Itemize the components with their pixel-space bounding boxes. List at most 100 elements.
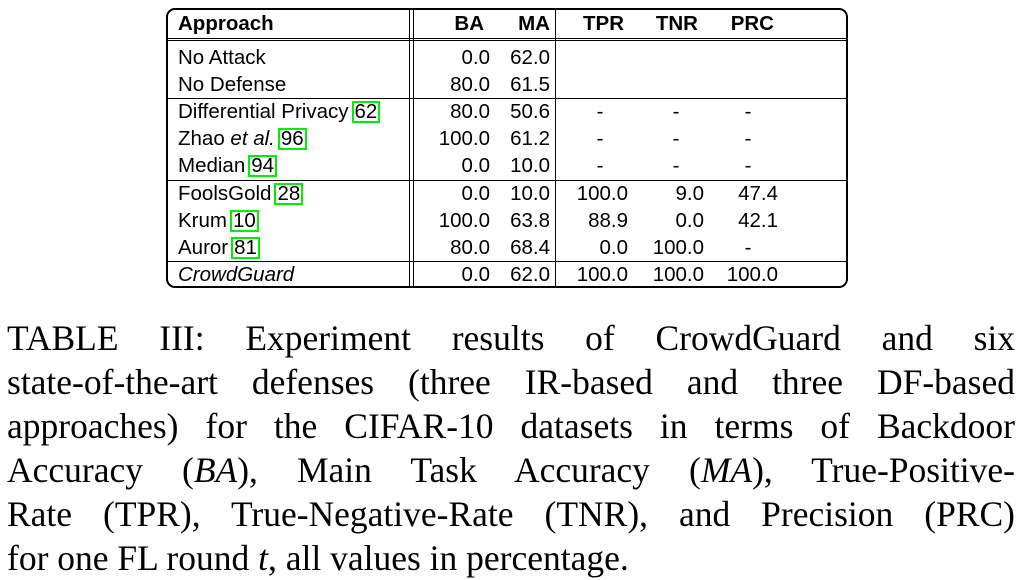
approach-name: No Attack	[178, 46, 266, 69]
ba-value: 0.0	[461, 182, 491, 205]
table-row: No Defense 80.0 61.5	[168, 71, 846, 98]
math-t: t	[258, 538, 268, 578]
header-row: Approach BA MA TPR TNR PRC	[168, 10, 846, 37]
table-row: Differential Privacy 62 80.0 50.6 - - -	[168, 98, 846, 125]
table-row: CrowdGuard 0.0 62.0 100.0 100.0 100.0	[168, 261, 846, 286]
table-row: Median 94 0.0 10.0 - - -	[168, 152, 846, 179]
header-prc: PRC	[730, 12, 774, 35]
tpr-value: 88.9	[588, 209, 628, 232]
header-tnr: TNR	[655, 12, 698, 35]
approach-name-italic: et al.	[230, 127, 275, 150]
ma-value: 10.0	[510, 154, 550, 177]
approach-cell: Differential Privacy 62	[178, 98, 381, 125]
tnr-value: -	[672, 154, 680, 177]
approach-name: CrowdGuard	[178, 263, 295, 286]
group-rule	[168, 180, 846, 181]
prc-value: 47.4	[738, 182, 778, 205]
ba-value: 80.0	[450, 236, 490, 259]
header-approach: Approach	[178, 12, 274, 35]
prc-value: -	[744, 236, 752, 259]
approach-cell: Median 94	[178, 152, 278, 179]
caption-text: , all values in percentage.	[267, 538, 629, 578]
tnr-value: -	[672, 100, 680, 123]
table-row: Krum 10 100.0 63.8 88.9 0.0 42.1	[168, 207, 846, 234]
ba-value: 0.0	[461, 154, 491, 177]
tnr-value: 100.0	[652, 263, 704, 286]
header-ma: MA	[518, 12, 550, 35]
tpr-value: 100.0	[576, 182, 628, 205]
caption-text: ), True-Positive-	[752, 450, 1015, 490]
tnr-value: -	[672, 127, 680, 150]
citation-link[interactable]: 28	[274, 183, 304, 205]
ba-value: 80.0	[450, 73, 490, 96]
ma-value: 68.4	[510, 236, 550, 259]
ba-value: 100.0	[438, 127, 490, 150]
prc-value: -	[744, 100, 752, 123]
table-row: Auror 81 80.0 68.4 0.0 100.0 -	[168, 234, 846, 261]
prc-value: 42.1	[738, 209, 778, 232]
ma-value: 50.6	[510, 100, 550, 123]
tpr-value: -	[596, 127, 604, 150]
citation-link[interactable]: 62	[351, 101, 381, 123]
caption-label: TABLE III:	[7, 318, 205, 358]
ma-value: 61.5	[510, 73, 550, 96]
group-rule	[168, 261, 846, 262]
approach-name: No Defense	[178, 73, 287, 96]
ma-value: 61.2	[510, 127, 550, 150]
caption-line: approaches) for the CIFAR-10 datasets in…	[7, 406, 1015, 446]
approach-name: Differential Privacy	[178, 100, 349, 123]
tpr-value: -	[596, 100, 604, 123]
tnr-value: 9.0	[675, 182, 705, 205]
tpr-value: 0.0	[599, 236, 629, 259]
ma-value: 62.0	[510, 263, 550, 286]
ma-value: 62.0	[510, 46, 550, 69]
table-caption: TABLE III: Experiment results of CrowdGu…	[7, 316, 1015, 580]
ba-value: 0.0	[461, 263, 491, 286]
citation-link[interactable]: 96	[277, 128, 307, 150]
math-ma: MA	[700, 450, 753, 490]
approach-cell: Auror 81	[178, 234, 260, 261]
prc-value: -	[744, 154, 752, 177]
table-row: FoolsGold 28 0.0 10.0 100.0 9.0 47.4	[168, 180, 846, 207]
ba-value: 80.0	[450, 100, 490, 123]
results-table: Approach BA MA TPR TNR PRC No Attack 0.0…	[166, 8, 848, 288]
header-tpr: TPR	[583, 12, 624, 35]
approach-cell: FoolsGold 28	[178, 180, 304, 207]
approach-name: Krum	[178, 209, 227, 232]
approach-cell: Zhao et al. 96	[178, 125, 307, 152]
citation-link[interactable]: 81	[231, 237, 260, 259]
tnr-value: 100.0	[652, 236, 704, 259]
caption-line: Rate (TPR), True-Negative-Rate (TNR), an…	[7, 494, 1015, 534]
approach-name: Auror	[178, 236, 229, 259]
approach-column-rule	[409, 10, 414, 286]
math-ba: BA	[193, 450, 238, 490]
ba-value: 100.0	[438, 209, 490, 232]
citation-link[interactable]: 10	[229, 210, 259, 232]
tpr-value: 100.0	[576, 263, 628, 286]
caption-line: for one FL round t, all values in percen…	[7, 536, 1015, 580]
caption-line: state-of-the-art defenses (three IR-base…	[7, 362, 1015, 402]
ma-value: 63.8	[510, 209, 550, 232]
caption-text: Accuracy (	[7, 450, 194, 490]
approach-name: Median	[178, 154, 246, 177]
caption-text: Experiment results of CrowdGuard and six	[245, 318, 1016, 358]
header-ba: BA	[454, 12, 484, 35]
caption-text: ), Main Task Accuracy (	[237, 450, 701, 490]
approach-name: FoolsGold	[178, 182, 272, 205]
prc-value: 100.0	[726, 263, 778, 286]
table-row: No Attack 0.0 62.0	[168, 44, 846, 71]
ma-value: 10.0	[510, 182, 550, 205]
group-rule	[168, 98, 846, 99]
caption-text: for one FL round	[7, 538, 259, 578]
ma-column-rule	[555, 10, 556, 286]
table-row: Zhao et al. 96 100.0 61.2 - - -	[168, 125, 846, 152]
tpr-value: -	[596, 154, 604, 177]
citation-link[interactable]: 94	[248, 155, 278, 177]
header-rule	[168, 38, 846, 41]
caption-line: TABLE III: Experiment results of CrowdGu…	[7, 316, 1015, 360]
approach-cell: Krum 10	[178, 207, 259, 234]
tnr-value: 0.0	[675, 209, 705, 232]
prc-value: -	[744, 127, 752, 150]
caption-line: Accuracy (BA), Main Task Accuracy (MA), …	[7, 448, 1015, 492]
ba-value: 0.0	[461, 46, 491, 69]
